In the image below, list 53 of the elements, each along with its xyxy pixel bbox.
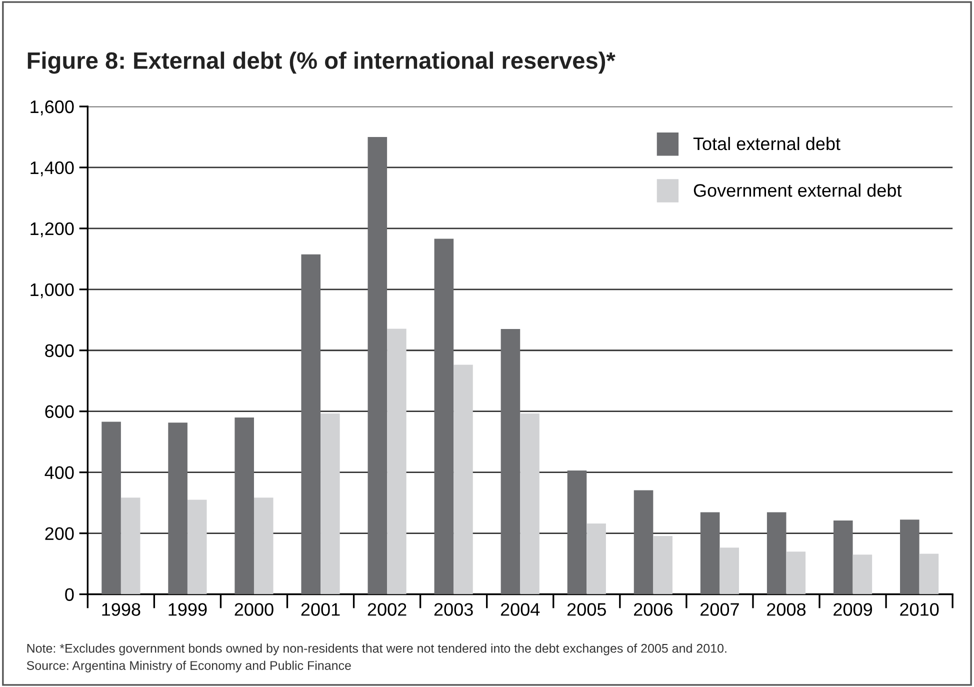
y-tick-label: 1,000 [30,283,74,298]
x-tick-label: 2008 [767,603,806,616]
x-tick-label: 2009 [834,603,872,616]
bar [254,498,274,594]
x-tick-label: 2001 [301,603,340,616]
bar [387,328,406,594]
bar [434,238,454,594]
bar [454,364,473,594]
legend-label: Government external debt [694,184,902,197]
x-tick-label: 2006 [634,603,672,616]
text: Note: *Excludes government bonds owned by non-residents that were not tendered into the debt exchanges of 2005 and 2010. [27,644,726,656]
x-tick-label: 2004 [500,603,540,616]
bar [500,329,520,594]
y-tick-label: 1,600 [30,100,74,116]
bar [368,136,388,594]
y-tick-label: 1,400 [30,161,74,176]
x-tick-label: 2000 [234,603,274,616]
bar [586,524,606,594]
bar [852,554,872,594]
y-tick-label: 600 [45,405,74,418]
legend-label: Total external debt [693,136,840,150]
bar [102,422,121,594]
y-tick-label: 0 [65,588,74,601]
x-tick-label: 2003 [434,603,473,616]
bar [900,520,920,594]
bar [634,490,654,594]
bar [786,552,806,594]
x-tick-label: 2005 [567,603,606,616]
bar [919,554,939,594]
bar [168,422,188,594]
bar [120,498,140,594]
y-tick-label: 400 [44,466,74,480]
bar [720,548,740,594]
bar [700,512,720,594]
chart-title: Figure 8: External debt (% of international reserves)* [28,52,616,74]
x-tick-label: 1999 [168,603,207,616]
source-note: Source: Argentina Ministry of Economy and Public Finance [26,660,351,672]
bar [234,417,254,594]
bar [301,254,321,594]
x-tick-label: 2010 [900,603,939,616]
y-tick-label: 1,200 [30,222,74,238]
bar [320,413,340,594]
x-tick-label: 2002 [368,603,406,616]
bar [567,470,587,594]
bar [187,500,207,594]
bar [766,512,786,594]
bar [653,536,672,594]
bar [520,413,540,594]
y-tick-label: 800 [45,344,74,358]
bar [833,520,853,594]
x-tick-label: 1998 [102,603,140,616]
x-tick-label: 2007 [700,603,739,616]
y-tick-label: 200 [45,527,74,540]
